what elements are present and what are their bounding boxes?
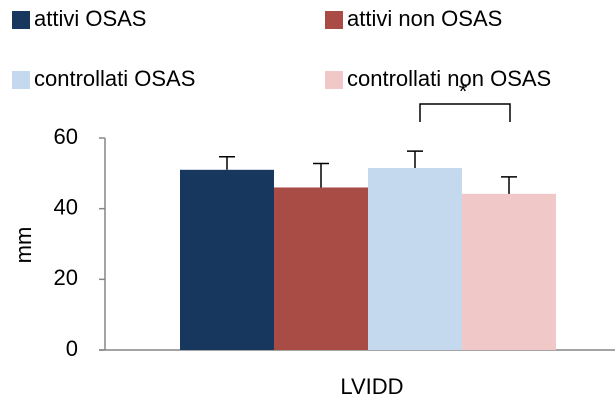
legend-swatch (12, 71, 30, 89)
bar (180, 169, 274, 350)
error-bar (501, 176, 517, 194)
x-tick-label: LVIDD (340, 374, 403, 399)
y-tick-label: 0 (66, 336, 78, 361)
y-tick-label: 40 (54, 194, 78, 219)
y-tick-label: 60 (54, 124, 78, 149)
legend-swatch (12, 11, 30, 29)
bar (462, 193, 556, 350)
legend-label: attivi non OSAS (347, 6, 502, 31)
error-bar (313, 162, 329, 188)
legend-label: controllati OSAS (34, 66, 195, 91)
bar (274, 187, 368, 350)
y-axis-label: mm (11, 227, 36, 264)
error-bar (407, 150, 423, 169)
legend-label: controllati non OSAS (347, 66, 551, 91)
legend-label: attivi OSAS (34, 6, 146, 31)
significance-bracket (419, 103, 511, 122)
legend-swatch (325, 11, 343, 29)
legend-swatch (325, 71, 343, 89)
bar (368, 168, 462, 350)
error-bar (219, 155, 235, 170)
y-tick-label: 20 (54, 265, 78, 290)
annotation: * (459, 79, 468, 104)
